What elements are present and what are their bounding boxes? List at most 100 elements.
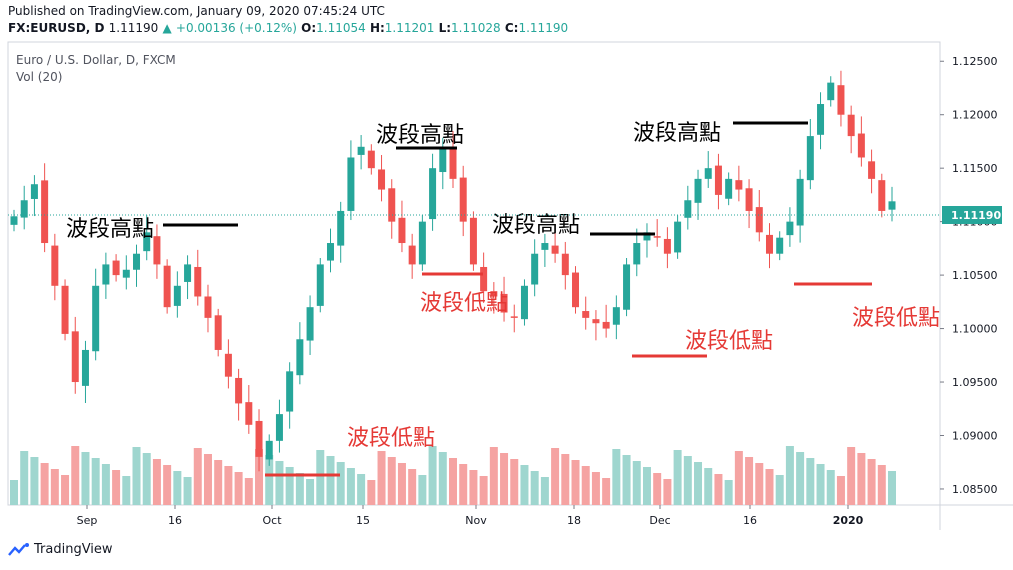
- volume-bar: [357, 474, 366, 505]
- candle-body: [602, 321, 610, 329]
- candle-body: [81, 349, 89, 386]
- candle-body: [612, 307, 620, 325]
- volume-bar: [244, 478, 253, 505]
- volume-bar: [132, 447, 141, 505]
- candle-body: [694, 178, 702, 203]
- volume-bar: [653, 473, 662, 505]
- candle-body: [112, 260, 120, 276]
- x-tick-label: Sep: [77, 514, 98, 527]
- volume-bar: [91, 458, 100, 505]
- candle-body: [429, 168, 437, 220]
- volume-bar: [367, 480, 376, 505]
- volume-bar: [775, 475, 784, 505]
- volume-bar: [275, 461, 284, 505]
- candle-body: [735, 180, 743, 190]
- x-tick-label: 2020: [833, 514, 864, 527]
- candle-body: [500, 293, 508, 313]
- volume-bar: [673, 450, 682, 505]
- high-value: 1.11201: [384, 21, 435, 35]
- candle-body: [51, 245, 59, 286]
- volume-bar: [10, 480, 18, 505]
- volume-bar: [796, 452, 805, 505]
- y-tick-label: 1.09000: [952, 429, 998, 442]
- swing-high-label: 波段高點: [492, 213, 580, 238]
- volume-bar: [449, 458, 457, 505]
- candle-body: [776, 237, 784, 254]
- x-tick-label: 15: [356, 514, 370, 527]
- volume-bar: [81, 452, 90, 505]
- volume-bar: [581, 466, 590, 505]
- candle-body: [286, 371, 294, 412]
- close-value: 1.11190: [518, 21, 569, 35]
- x-tick-label: 18: [567, 514, 581, 527]
- candle-body: [41, 180, 49, 244]
- volume-bar: [888, 471, 896, 505]
- volume-bar: [847, 447, 856, 505]
- volume-bar: [387, 457, 396, 505]
- swing-low-label: 波段低點: [685, 329, 773, 354]
- volume-bar: [734, 451, 743, 505]
- candle-body: [551, 245, 559, 254]
- low-label: L:: [438, 21, 452, 35]
- candle-body: [469, 217, 477, 265]
- volume-bar: [510, 459, 519, 505]
- candle-body: [878, 180, 886, 211]
- candle-body: [398, 217, 406, 244]
- candle-body: [153, 236, 161, 265]
- candle-body: [520, 285, 528, 320]
- x-tick-label: Oct: [262, 514, 282, 527]
- low-value: 1.11028: [451, 21, 501, 35]
- volume-bar: [336, 462, 345, 505]
- volume-bar: [122, 476, 131, 505]
- swing-low-label: 波段低點: [420, 291, 508, 316]
- volume-bar: [540, 477, 549, 505]
- volume-bar: [642, 467, 651, 505]
- volume-bar: [806, 458, 815, 505]
- candle-body: [316, 264, 324, 306]
- volume-bar: [428, 446, 437, 505]
- volume-bar: [214, 460, 223, 505]
- candle-body: [163, 265, 171, 308]
- candle-body: [572, 272, 580, 308]
- volume-bar: [30, 457, 39, 505]
- candle-body: [184, 264, 192, 282]
- volume-bar: [867, 459, 876, 505]
- candle-body: [133, 253, 141, 270]
- tradingview-logo[interactable]: TradingView: [8, 542, 113, 557]
- volume-bar: [346, 468, 355, 505]
- volume-bar: [591, 472, 600, 505]
- y-tick-label: 1.10500: [952, 269, 998, 282]
- up-arrow-icon: ▲: [162, 21, 172, 35]
- candle-body: [490, 291, 498, 297]
- x-tick-label: Nov: [465, 514, 487, 527]
- candle-body: [367, 150, 375, 169]
- candle-body: [357, 146, 365, 155]
- volume-bar: [612, 449, 621, 505]
- volume-bar: [285, 467, 294, 505]
- candle-body: [857, 133, 865, 158]
- volume-bar: [745, 457, 754, 505]
- volume-bar: [683, 456, 692, 505]
- candle-body: [796, 178, 804, 226]
- candle-body: [817, 104, 825, 135]
- volume-bar: [40, 463, 49, 505]
- y-tick-label: 1.10000: [952, 323, 998, 336]
- y-tick-label: 1.12000: [952, 109, 998, 122]
- volume-bar: [816, 464, 825, 505]
- volume-bar: [602, 478, 611, 505]
- candle-body: [888, 201, 896, 210]
- swing-high-label: 波段高點: [376, 123, 464, 148]
- candle-body: [439, 146, 447, 173]
- volume-bar: [295, 473, 304, 505]
- candle-body: [204, 296, 212, 318]
- swing-low-label: 波段低點: [347, 426, 435, 451]
- volume-bar: [112, 470, 121, 505]
- symbol-line: FX:EURUSD, D 1.11190 ▲ +0.00136 (+0.12%)…: [8, 21, 568, 35]
- candle-body: [592, 319, 600, 324]
- volume-bar: [326, 456, 335, 505]
- candle-body: [265, 440, 273, 460]
- volume-bar: [530, 471, 539, 505]
- volume-bar: [306, 479, 315, 505]
- candle-body: [582, 311, 590, 318]
